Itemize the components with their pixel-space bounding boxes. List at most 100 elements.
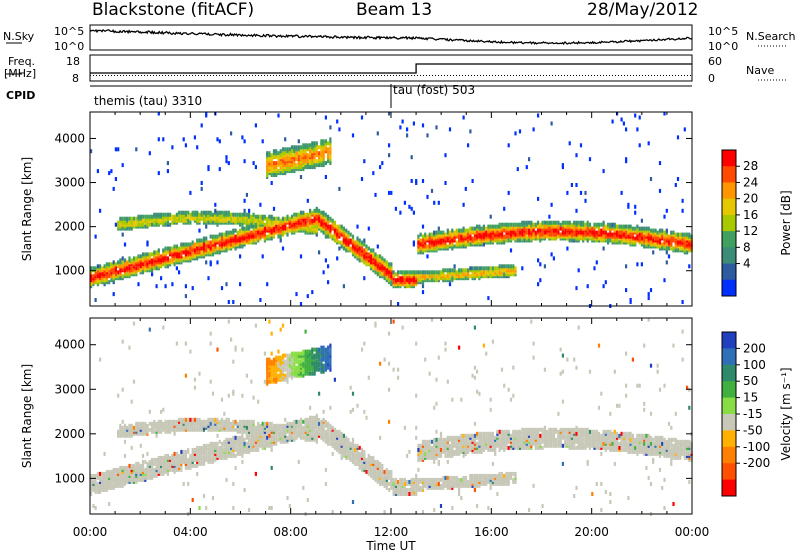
- data-cell: [250, 445, 253, 450]
- data-cell: [503, 272, 506, 277]
- data-cell: [613, 222, 616, 227]
- data-cell: [252, 212, 255, 217]
- data-cell: [489, 224, 492, 229]
- data-cell: [281, 353, 285, 358]
- data-cell: [166, 212, 169, 217]
- data-cell: [241, 419, 244, 424]
- data-cell: [202, 455, 206, 460]
- y-tick-label: 1000: [54, 264, 85, 278]
- nave-tick-hi: 60: [708, 55, 722, 68]
- frequency-trace: [90, 63, 692, 74]
- data-cell: [322, 270, 325, 275]
- data-cell: [284, 367, 287, 372]
- data-cell: [390, 274, 393, 279]
- data-cell: [162, 325, 165, 330]
- data-cell: [505, 264, 508, 269]
- nave-tick-lo: 0: [708, 72, 715, 85]
- data-cell: [220, 236, 224, 241]
- data-cell: [220, 445, 224, 450]
- data-cell: [676, 248, 680, 253]
- data-cell: [609, 238, 612, 243]
- data-cell: [451, 228, 454, 233]
- data-cell: [627, 224, 630, 229]
- data-cell: [148, 421, 151, 426]
- data-cell: [234, 234, 237, 239]
- data-cell: [225, 230, 228, 235]
- data-cell: [476, 266, 479, 271]
- data-cell: [437, 226, 440, 231]
- data-cell: [155, 457, 158, 462]
- data-cell: [270, 425, 273, 430]
- data-cell: [489, 214, 492, 219]
- data-cell: [550, 202, 553, 207]
- data-cell: [225, 159, 228, 164]
- data-cell: [216, 246, 219, 251]
- data-cell: [198, 453, 201, 458]
- colorbar-segment: [722, 279, 736, 297]
- data-cell: [243, 487, 246, 492]
- data-cell: [318, 367, 321, 372]
- data-cell: [148, 473, 151, 478]
- data-cell: [270, 153, 273, 158]
- data-cell: [184, 373, 187, 378]
- data-cell: [266, 375, 269, 380]
- data-cell: [676, 135, 680, 140]
- data-cell: [349, 232, 352, 237]
- data-cell: [622, 238, 625, 243]
- data-cell: [209, 234, 212, 239]
- data-cell: [175, 451, 178, 456]
- data-cell: [270, 421, 273, 426]
- data-cell: [239, 282, 242, 287]
- data-cell: [480, 226, 483, 231]
- data-cell: [164, 461, 167, 466]
- data-cell: [196, 445, 199, 450]
- data-cell: [220, 242, 224, 247]
- data-cell: [327, 159, 330, 164]
- data-cell: [207, 417, 210, 422]
- data-cell: [214, 202, 217, 207]
- data-cell: [207, 240, 210, 245]
- data-cell: [661, 234, 664, 239]
- data-cell: [162, 220, 165, 225]
- freq-label: Freq.: [8, 55, 36, 68]
- data-cell: [293, 435, 296, 440]
- data-cell: [169, 222, 172, 227]
- data-cell: [171, 145, 174, 150]
- data-cell: [239, 445, 242, 450]
- data-cell: [189, 427, 192, 432]
- data-cell: [155, 463, 158, 468]
- data-cell: [153, 212, 156, 217]
- data-cell: [205, 260, 208, 265]
- data-cell: [471, 266, 474, 271]
- freq-tick-lo: 8: [72, 72, 79, 85]
- data-cell: [643, 234, 646, 239]
- data-cell: [216, 234, 219, 239]
- data-cell: [132, 256, 136, 261]
- data-cell: [284, 216, 287, 221]
- data-cell: [281, 159, 285, 164]
- data-cell: [266, 429, 269, 434]
- data-cell: [151, 214, 154, 219]
- data-cell: [96, 471, 99, 476]
- colorbar-segment: [722, 150, 736, 167]
- data-cell: [234, 453, 237, 458]
- data-cell: [286, 496, 289, 500]
- data-cell: [263, 222, 266, 227]
- data-cell: [243, 437, 246, 442]
- data-cell: [491, 224, 494, 229]
- data-cell: [446, 236, 449, 241]
- data-cell: [144, 459, 147, 464]
- data-cell: [175, 212, 178, 217]
- data-cell: [311, 415, 314, 420]
- data-cell: [309, 359, 312, 364]
- data-cell: [602, 284, 605, 289]
- data-cell: [311, 347, 314, 352]
- data-cell: [268, 433, 271, 438]
- data-cell: [394, 206, 397, 211]
- data-cell: [487, 266, 490, 271]
- data-cell: [148, 467, 151, 472]
- data-cell: [243, 441, 246, 446]
- data-cell: [485, 226, 488, 231]
- data-cell: [525, 234, 528, 239]
